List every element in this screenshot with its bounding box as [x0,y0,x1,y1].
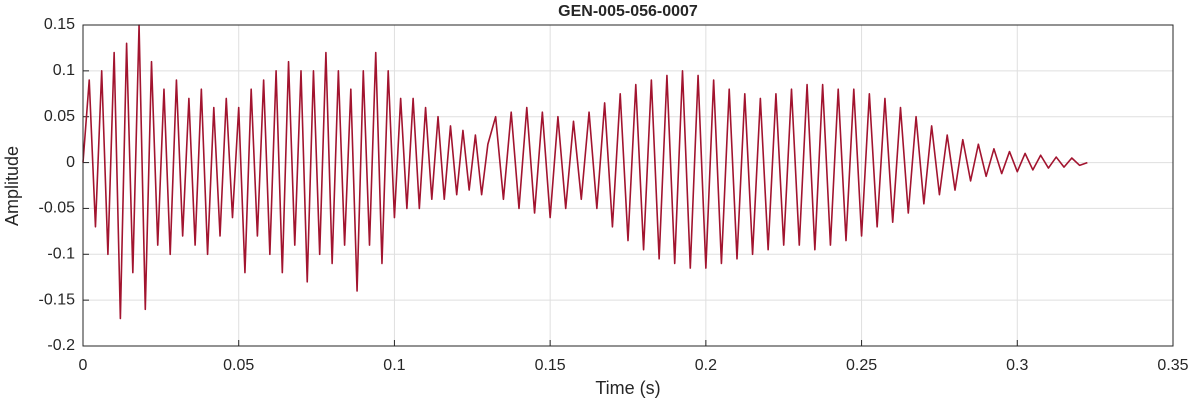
chart-title: GEN-005-056-0007 [558,3,698,20]
x-tick-label: 0.35 [1157,357,1188,374]
x-tick-label: 0.25 [846,357,877,374]
x-tick-label: 0.15 [535,357,566,374]
y-tick-label: -0.2 [47,337,75,354]
x-tick-label: 0.3 [1006,357,1028,374]
x-tick-label: 0.05 [223,357,254,374]
y-axis-label: Amplitude [2,146,22,226]
x-tick-label: 0.2 [695,357,717,374]
plot-area [83,25,1173,346]
y-tick-label: 0 [66,154,75,171]
y-tick-label: -0.05 [39,200,76,217]
y-tick-label: 0.15 [44,16,75,33]
y-tick-label: -0.15 [39,291,76,308]
x-tick-label: 0 [79,357,88,374]
y-tick-label: -0.1 [47,246,75,263]
signal-line [82,24,1088,320]
y-tick-label: 0.1 [53,62,75,79]
y-tick-label: 0.05 [44,108,75,125]
axes-box [82,24,1174,347]
x-axis-label: Time (s) [595,378,660,398]
x-tick-label: 0.1 [383,357,405,374]
